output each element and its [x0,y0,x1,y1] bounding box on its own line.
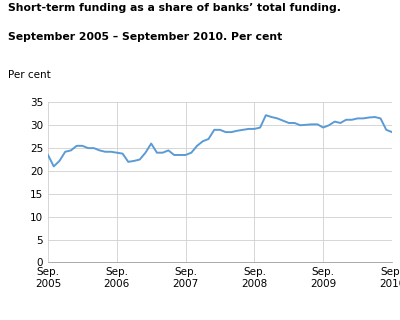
Text: Short-term funding as a share of banks’ total funding.: Short-term funding as a share of banks’ … [8,3,341,13]
Text: Per cent: Per cent [8,70,51,80]
Text: September 2005 – September 2010. Per cent: September 2005 – September 2010. Per cen… [8,32,282,42]
